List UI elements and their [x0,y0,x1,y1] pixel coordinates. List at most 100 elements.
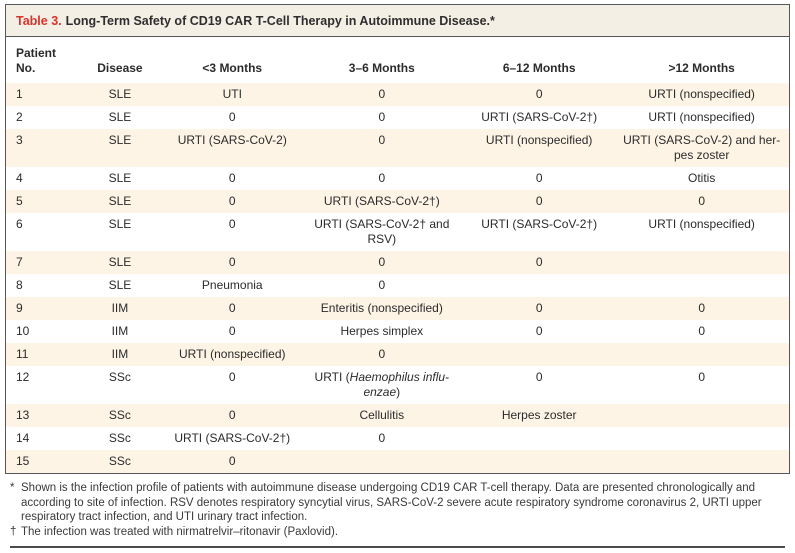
table-cell: URTI (SARS-CoV-2†) [481,217,598,231]
table-cell: 0 [228,370,236,384]
table-cell: Cellulitis [359,408,405,422]
table-cell: IIM [111,324,129,338]
table-cell: 0 [535,255,543,269]
table-number-label: Table 3. [16,14,62,28]
table-cell [614,251,789,274]
table-cell [300,450,464,473]
table-cell: URTI (SARS-CoV-2†) [323,194,440,208]
table-cell: URTI (nonspecified) [485,133,593,147]
table-row: 1 SLE UTI 0 0 URTI (nonspecified) [6,83,789,106]
table-cell: IIM [111,301,129,315]
table-cell: 0 [535,324,543,338]
table-cell: URTI (Haemophilus influ- enzae) [314,370,450,399]
table-cell: 0 [535,171,543,185]
table-row: 9 IIM 0 Enteritis (nonspecified) 0 0 [6,297,789,320]
table-cell [614,343,789,366]
table-cell: 0 [228,110,236,124]
table-cell: 0 [378,171,386,185]
header-row: Patient No. Disease <3 Months 3–6 Months 6–1… [6,37,789,83]
table-cell: 0 [378,347,386,361]
table-cell: IIM [111,347,129,361]
column-header: 6–12 Months [464,37,615,83]
footnote-marker: † [10,525,17,538]
table-cell: 1 [16,87,23,101]
footnote: † The infection was treated with nirmatre… [10,525,785,540]
table-cell: 14 [16,431,30,445]
table-row: 8 SLE Pneumonia 0 [6,274,789,297]
table-cell [614,427,789,450]
table-row: 12 SSc 0 URTI (Haemophilus influ- enzae) 0 0 [6,366,789,404]
table-cell: 12 [16,370,30,384]
table-cell: SLE [108,171,132,185]
table-cell: 3 [16,133,23,147]
footnote-marker: * [10,482,15,494]
table-cell: 9 [16,301,23,315]
table-cell: URTI (nonspecified) [648,87,755,101]
table-cell: SLE [108,87,132,101]
table-cell: 0 [535,301,543,315]
table-cell: 0 [378,431,386,445]
footnote-text: The infection was treated with nirmatrel… [21,525,339,538]
table-row: 13 SSc 0 Cellulitis Herpes zoster [6,404,789,427]
table-cell: 0 [228,171,236,185]
column-header: Disease [74,37,165,83]
table-cell: 0 [535,87,543,101]
table-cell: URTI (nonspecified) [648,110,755,124]
table-cell: 8 [16,278,23,292]
table-title-text: Long-Term Safety of CD19 CAR T-Cell Ther… [65,14,495,28]
table-cell: 13 [16,408,30,422]
table-cell [614,274,789,297]
table-cell: 0 [378,87,386,101]
table-cell [464,343,614,366]
table-cell: SLE [108,133,132,147]
table-cell: Enteritis (nonspecified) [320,301,443,315]
table-cell: 0 [698,301,706,315]
table-title-bar: Table 3. Long-Term Safety of CD19 CAR T-C… [6,5,789,37]
table-cell: UTI [222,87,242,101]
table-cell: SSc [108,370,131,384]
table-row: 6 SLE 0 URTI (SARS-CoV-2† and RSV) URTI (SAR… [6,213,789,251]
table-cell: SLE [108,217,132,231]
table-cell: SLE [108,278,132,292]
table-row: 7 SLE 0 0 0 [6,251,789,274]
table-cell: 0 [228,194,236,208]
table-cell: 10 [16,324,30,338]
table-cell: Otitis [688,171,716,185]
table-cell: 0 [378,278,386,292]
table-cell: 0 [378,133,386,147]
table-cell: URTI (SARS-CoV-2†) [481,110,598,124]
table-cell: SSc [108,454,131,468]
table-row: 2 SLE 0 0 URTI (SARS-CoV-2†) URTI (nonspecifi… [6,106,789,129]
column-header: 3–6 Months [299,37,465,83]
table-box: Table 3. Long-Term Safety of CD19 CAR T-C… [5,4,790,474]
table-cell: Herpes zoster [501,408,577,422]
table-cell: 0 [228,217,236,231]
table-cell: 2 [16,110,23,124]
table-cell: SLE [108,255,132,269]
table-cell [464,274,614,297]
table-cell: 0 [378,110,386,124]
table-cell [614,450,789,473]
table-cell [464,450,614,473]
table-cell: Pneumonia [201,278,263,292]
table-cell: SLE [108,194,132,208]
table-cell: URTI (nonspecified) [648,217,755,231]
table-cell: 4 [16,171,23,185]
table-row: 15 SSc 0 [6,450,789,473]
table-row: 11 IIM URTI (nonspecified) 0 [6,343,789,366]
table-cell: 0 [228,454,236,468]
table-cell: URTI (nonspecified) [179,347,286,361]
footnote: * Shown is the infection profile of patie… [10,481,785,525]
table-cell: 7 [16,255,23,269]
table-cell: 0 [228,255,236,269]
table-header: Patient No. Disease <3 Months 3–6 Months 6–1… [6,37,789,83]
table-cell: SLE [108,110,132,124]
table-cell: 0 [535,370,543,384]
table-row: 4 SLE 0 0 0 Otitis [6,167,789,190]
table-cell: 6 [16,217,23,231]
table-row: 10 IIM 0 Herpes simplex 0 0 [6,320,789,343]
table-cell: 0 [698,370,706,384]
table-cell: SSc [108,408,131,422]
table-cell: Herpes simplex [340,324,424,338]
